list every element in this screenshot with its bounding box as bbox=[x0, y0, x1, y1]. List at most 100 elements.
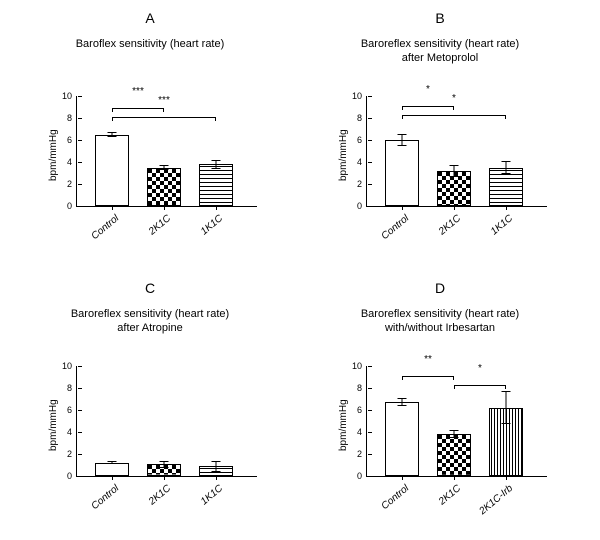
error-bar bbox=[506, 161, 507, 174]
x-axis-label: Control bbox=[379, 213, 411, 242]
ytick: 4 bbox=[357, 157, 367, 167]
xtick bbox=[112, 476, 113, 480]
ytick: 6 bbox=[67, 405, 77, 415]
ytick: 0 bbox=[67, 471, 77, 481]
plot-A: 0246810Control2K1C1K1C****** bbox=[76, 96, 257, 207]
significance-label: ** bbox=[424, 354, 432, 365]
significance-label: * bbox=[426, 84, 430, 95]
significance-bracket bbox=[454, 385, 506, 386]
ytick: 0 bbox=[357, 201, 367, 211]
x-axis-label: 1K1C bbox=[199, 483, 225, 508]
xtick bbox=[216, 206, 217, 210]
y-axis-label: bpm/mmHg bbox=[338, 129, 349, 181]
panel-B: B Baroreflex sensitivity (heart rate)afte… bbox=[310, 10, 570, 260]
xtick bbox=[112, 206, 113, 210]
plot-D: 0246810Control2K1C2K1C-Irb*** bbox=[366, 366, 547, 477]
ytick: 6 bbox=[67, 135, 77, 145]
ytick: 10 bbox=[352, 91, 367, 101]
xtick bbox=[402, 476, 403, 480]
xtick bbox=[164, 476, 165, 480]
panel-title-D: Baroreflex sensitivity (heart rate)with/… bbox=[310, 308, 570, 336]
bar-1K1C bbox=[199, 164, 233, 206]
x-axis-label: 1K1C bbox=[489, 213, 515, 238]
ytick: 6 bbox=[357, 135, 367, 145]
y-axis-label: bpm/mmHg bbox=[338, 399, 349, 451]
significance-bracket bbox=[402, 106, 454, 107]
x-axis-label: Control bbox=[89, 213, 121, 242]
error-bar bbox=[112, 132, 113, 138]
ytick: 8 bbox=[67, 113, 77, 123]
panel-C: C Baroreflex sensitivity (heart rate)afte… bbox=[20, 280, 280, 530]
x-axis-label: 2K1C bbox=[147, 483, 173, 508]
error-bar bbox=[164, 461, 165, 469]
ytick: 2 bbox=[357, 179, 367, 189]
panel-label-C: C bbox=[20, 280, 280, 296]
panel-title-C: Baroreflex sensitivity (heart rate)after… bbox=[20, 308, 280, 336]
bar-Control bbox=[385, 402, 419, 476]
x-axis-label: 2K1C-Irb bbox=[477, 483, 515, 517]
xtick bbox=[506, 476, 507, 480]
bar-2K1C bbox=[147, 168, 181, 207]
significance-bracket bbox=[402, 115, 506, 116]
significance-bracket bbox=[112, 108, 164, 109]
panel-label-B: B bbox=[310, 10, 570, 26]
error-bar bbox=[454, 430, 455, 438]
x-axis-label: Control bbox=[379, 483, 411, 512]
ytick: 4 bbox=[357, 427, 367, 437]
error-bar bbox=[402, 398, 403, 406]
xtick bbox=[454, 206, 455, 210]
significance-bracket bbox=[112, 117, 216, 118]
x-axis-label: Control bbox=[89, 483, 121, 512]
ytick: 8 bbox=[67, 383, 77, 393]
y-axis-label: bpm/mmHg bbox=[48, 399, 59, 451]
ytick: 10 bbox=[352, 361, 367, 371]
significance-bracket bbox=[402, 376, 454, 377]
significance-label: * bbox=[478, 363, 482, 374]
plot-C: 0246810Control2K1C1K1C bbox=[76, 366, 257, 477]
significance-label: *** bbox=[158, 95, 170, 106]
error-bar bbox=[402, 134, 403, 146]
ytick: 0 bbox=[67, 201, 77, 211]
figure: { "layout":{ "figure_w":600,"figure_h":5… bbox=[0, 0, 600, 540]
bar-Control bbox=[385, 140, 419, 206]
xtick bbox=[216, 476, 217, 480]
error-bar bbox=[454, 165, 455, 177]
panel-label-A: A bbox=[20, 10, 280, 26]
x-axis-label: 1K1C bbox=[199, 213, 225, 238]
xtick bbox=[402, 206, 403, 210]
xtick bbox=[506, 206, 507, 210]
error-bar bbox=[506, 391, 507, 424]
x-axis-label: 2K1C bbox=[437, 483, 463, 508]
ytick: 2 bbox=[357, 449, 367, 459]
x-axis-label: 2K1C bbox=[437, 213, 463, 238]
plot-B: 0246810Control2K1C1K1C** bbox=[366, 96, 547, 207]
error-bar bbox=[216, 461, 217, 472]
xtick bbox=[454, 476, 455, 480]
y-axis-label: bpm/mmHg bbox=[48, 129, 59, 181]
error-bar bbox=[216, 160, 217, 169]
ytick: 8 bbox=[357, 383, 367, 393]
significance-label: *** bbox=[132, 86, 144, 97]
ytick: 8 bbox=[357, 113, 367, 123]
ytick: 0 bbox=[357, 471, 367, 481]
ytick: 10 bbox=[62, 361, 77, 371]
significance-label: * bbox=[452, 93, 456, 104]
ytick: 6 bbox=[357, 405, 367, 415]
panel-title-B: Baroreflex sensitivity (heart rate)after… bbox=[310, 38, 570, 66]
ytick: 2 bbox=[67, 179, 77, 189]
bar-Control bbox=[95, 463, 129, 476]
panel-label-D: D bbox=[310, 280, 570, 296]
panel-title-A: Baroflex sensitivity (heart rate) bbox=[20, 38, 280, 52]
bar-Control bbox=[95, 135, 129, 207]
xtick bbox=[164, 206, 165, 210]
panel-A: ABaroflex sensitivity (heart rate)024681… bbox=[20, 10, 280, 260]
bar-2K1C bbox=[437, 434, 471, 476]
ytick: 4 bbox=[67, 427, 77, 437]
panel-D: D Baroreflex sensitivity (heart rate)with… bbox=[310, 280, 570, 530]
ytick: 10 bbox=[62, 91, 77, 101]
ytick: 2 bbox=[67, 449, 77, 459]
ytick: 4 bbox=[67, 157, 77, 167]
x-axis-label: 2K1C bbox=[147, 213, 173, 238]
error-bar bbox=[112, 461, 113, 464]
error-bar bbox=[164, 165, 165, 171]
